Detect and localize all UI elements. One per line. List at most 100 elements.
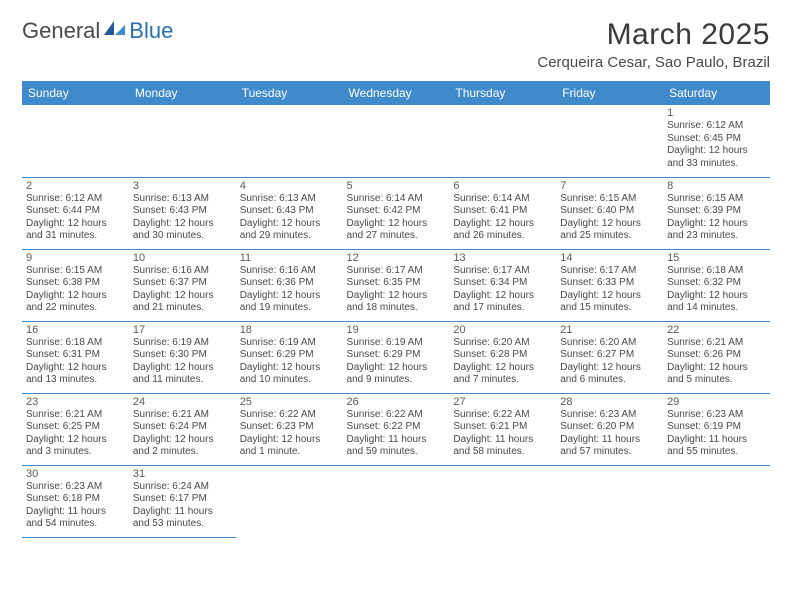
day-number: 7 bbox=[560, 180, 659, 192]
daylight-text: Daylight: 12 hours and 5 minutes. bbox=[667, 362, 766, 387]
day-detail: Sunrise: 6:17 AMSunset: 6:34 PMDaylight:… bbox=[453, 265, 552, 315]
calendar-body: 1Sunrise: 6:12 AMSunset: 6:45 PMDaylight… bbox=[22, 105, 770, 537]
daylight-text: Daylight: 12 hours and 9 minutes. bbox=[347, 362, 446, 387]
calendar-day-cell: 16Sunrise: 6:18 AMSunset: 6:31 PMDayligh… bbox=[22, 321, 129, 393]
month-title: March 2025 bbox=[537, 18, 770, 52]
sunset-text: Sunset: 6:20 PM bbox=[560, 421, 659, 434]
daylight-text: Daylight: 12 hours and 26 minutes. bbox=[453, 218, 552, 243]
logo-sail-icon bbox=[104, 21, 126, 37]
sunset-text: Sunset: 6:37 PM bbox=[133, 277, 232, 290]
day-number: 10 bbox=[133, 252, 232, 264]
sunrise-text: Sunrise: 6:13 AM bbox=[133, 193, 232, 206]
day-detail: Sunrise: 6:15 AMSunset: 6:40 PMDaylight:… bbox=[560, 193, 659, 243]
calendar-day-cell: 3Sunrise: 6:13 AMSunset: 6:43 PMDaylight… bbox=[129, 177, 236, 249]
calendar-day-cell: 28Sunrise: 6:23 AMSunset: 6:20 PMDayligh… bbox=[556, 393, 663, 465]
calendar-day-cell: 21Sunrise: 6:20 AMSunset: 6:27 PMDayligh… bbox=[556, 321, 663, 393]
calendar-day-cell: 19Sunrise: 6:19 AMSunset: 6:29 PMDayligh… bbox=[343, 321, 450, 393]
calendar-day-cell: 8Sunrise: 6:15 AMSunset: 6:39 PMDaylight… bbox=[663, 177, 770, 249]
calendar-day-cell: 4Sunrise: 6:13 AMSunset: 6:43 PMDaylight… bbox=[236, 177, 343, 249]
sunrise-text: Sunrise: 6:14 AM bbox=[347, 193, 446, 206]
calendar-day-cell bbox=[129, 105, 236, 177]
day-detail: Sunrise: 6:19 AMSunset: 6:29 PMDaylight:… bbox=[347, 337, 446, 387]
daylight-text: Daylight: 11 hours and 57 minutes. bbox=[560, 434, 659, 459]
sunset-text: Sunset: 6:35 PM bbox=[347, 277, 446, 290]
sunrise-text: Sunrise: 6:14 AM bbox=[453, 193, 552, 206]
daylight-text: Daylight: 12 hours and 21 minutes. bbox=[133, 290, 232, 315]
sunset-text: Sunset: 6:28 PM bbox=[453, 349, 552, 362]
sunset-text: Sunset: 6:43 PM bbox=[133, 205, 232, 218]
sunset-text: Sunset: 6:41 PM bbox=[453, 205, 552, 218]
logo-text-blue: Blue bbox=[129, 18, 173, 44]
day-detail: Sunrise: 6:18 AMSunset: 6:32 PMDaylight:… bbox=[667, 265, 766, 315]
day-detail: Sunrise: 6:23 AMSunset: 6:18 PMDaylight:… bbox=[26, 481, 125, 531]
day-detail: Sunrise: 6:22 AMSunset: 6:21 PMDaylight:… bbox=[453, 409, 552, 459]
day-number: 3 bbox=[133, 180, 232, 192]
sunrise-text: Sunrise: 6:19 AM bbox=[347, 337, 446, 350]
calendar-day-cell: 5Sunrise: 6:14 AMSunset: 6:42 PMDaylight… bbox=[343, 177, 450, 249]
sunset-text: Sunset: 6:26 PM bbox=[667, 349, 766, 362]
daylight-text: Daylight: 12 hours and 23 minutes. bbox=[667, 218, 766, 243]
calendar-day-cell: 14Sunrise: 6:17 AMSunset: 6:33 PMDayligh… bbox=[556, 249, 663, 321]
daylight-text: Daylight: 12 hours and 14 minutes. bbox=[667, 290, 766, 315]
daylight-text: Daylight: 12 hours and 29 minutes. bbox=[240, 218, 339, 243]
calendar-day-cell bbox=[343, 465, 450, 537]
sunset-text: Sunset: 6:44 PM bbox=[26, 205, 125, 218]
day-detail: Sunrise: 6:15 AMSunset: 6:39 PMDaylight:… bbox=[667, 193, 766, 243]
day-detail: Sunrise: 6:19 AMSunset: 6:29 PMDaylight:… bbox=[240, 337, 339, 387]
sunset-text: Sunset: 6:23 PM bbox=[240, 421, 339, 434]
day-detail: Sunrise: 6:17 AMSunset: 6:33 PMDaylight:… bbox=[560, 265, 659, 315]
logo-text-general: General bbox=[22, 18, 100, 44]
day-detail: Sunrise: 6:14 AMSunset: 6:41 PMDaylight:… bbox=[453, 193, 552, 243]
daylight-text: Daylight: 12 hours and 11 minutes. bbox=[133, 362, 232, 387]
day-detail: Sunrise: 6:16 AMSunset: 6:37 PMDaylight:… bbox=[133, 265, 232, 315]
day-number: 30 bbox=[26, 468, 125, 480]
daylight-text: Daylight: 11 hours and 55 minutes. bbox=[667, 434, 766, 459]
calendar-day-cell: 6Sunrise: 6:14 AMSunset: 6:41 PMDaylight… bbox=[449, 177, 556, 249]
sunrise-text: Sunrise: 6:21 AM bbox=[26, 409, 125, 422]
day-detail: Sunrise: 6:13 AMSunset: 6:43 PMDaylight:… bbox=[240, 193, 339, 243]
day-number: 4 bbox=[240, 180, 339, 192]
daylight-text: Daylight: 11 hours and 53 minutes. bbox=[133, 506, 232, 531]
calendar-day-cell: 22Sunrise: 6:21 AMSunset: 6:26 PMDayligh… bbox=[663, 321, 770, 393]
calendar-week-row: 23Sunrise: 6:21 AMSunset: 6:25 PMDayligh… bbox=[22, 393, 770, 465]
day-number: 15 bbox=[667, 252, 766, 264]
title-block: March 2025 Cerqueira Cesar, Sao Paulo, B… bbox=[537, 18, 770, 71]
day-number: 11 bbox=[240, 252, 339, 264]
sunrise-text: Sunrise: 6:17 AM bbox=[347, 265, 446, 278]
sunrise-text: Sunrise: 6:23 AM bbox=[560, 409, 659, 422]
sunset-text: Sunset: 6:45 PM bbox=[667, 133, 766, 146]
calendar-day-cell bbox=[449, 465, 556, 537]
sunset-text: Sunset: 6:19 PM bbox=[667, 421, 766, 434]
day-number: 29 bbox=[667, 396, 766, 408]
daylight-text: Daylight: 12 hours and 31 minutes. bbox=[26, 218, 125, 243]
weekday-header: Monday bbox=[129, 81, 236, 105]
day-number: 24 bbox=[133, 396, 232, 408]
sunrise-text: Sunrise: 6:18 AM bbox=[667, 265, 766, 278]
daylight-text: Daylight: 12 hours and 22 minutes. bbox=[26, 290, 125, 315]
day-detail: Sunrise: 6:13 AMSunset: 6:43 PMDaylight:… bbox=[133, 193, 232, 243]
calendar-day-cell: 30Sunrise: 6:23 AMSunset: 6:18 PMDayligh… bbox=[22, 465, 129, 537]
sunset-text: Sunset: 6:17 PM bbox=[133, 493, 232, 506]
logo: General Blue bbox=[22, 18, 173, 44]
day-detail: Sunrise: 6:16 AMSunset: 6:36 PMDaylight:… bbox=[240, 265, 339, 315]
sunset-text: Sunset: 6:21 PM bbox=[453, 421, 552, 434]
day-detail: Sunrise: 6:22 AMSunset: 6:23 PMDaylight:… bbox=[240, 409, 339, 459]
day-number: 19 bbox=[347, 324, 446, 336]
sunrise-text: Sunrise: 6:13 AM bbox=[240, 193, 339, 206]
sunrise-text: Sunrise: 6:19 AM bbox=[133, 337, 232, 350]
sunrise-text: Sunrise: 6:12 AM bbox=[26, 193, 125, 206]
daylight-text: Daylight: 12 hours and 27 minutes. bbox=[347, 218, 446, 243]
calendar-day-cell bbox=[556, 465, 663, 537]
sunset-text: Sunset: 6:24 PM bbox=[133, 421, 232, 434]
calendar-day-cell: 20Sunrise: 6:20 AMSunset: 6:28 PMDayligh… bbox=[449, 321, 556, 393]
calendar-day-cell: 25Sunrise: 6:22 AMSunset: 6:23 PMDayligh… bbox=[236, 393, 343, 465]
sunset-text: Sunset: 6:29 PM bbox=[347, 349, 446, 362]
sunset-text: Sunset: 6:43 PM bbox=[240, 205, 339, 218]
calendar-day-cell: 1Sunrise: 6:12 AMSunset: 6:45 PMDaylight… bbox=[663, 105, 770, 177]
calendar-day-cell bbox=[343, 105, 450, 177]
sunset-text: Sunset: 6:39 PM bbox=[667, 205, 766, 218]
calendar-day-cell: 11Sunrise: 6:16 AMSunset: 6:36 PMDayligh… bbox=[236, 249, 343, 321]
sunset-text: Sunset: 6:33 PM bbox=[560, 277, 659, 290]
day-detail: Sunrise: 6:23 AMSunset: 6:20 PMDaylight:… bbox=[560, 409, 659, 459]
calendar-day-cell: 2Sunrise: 6:12 AMSunset: 6:44 PMDaylight… bbox=[22, 177, 129, 249]
